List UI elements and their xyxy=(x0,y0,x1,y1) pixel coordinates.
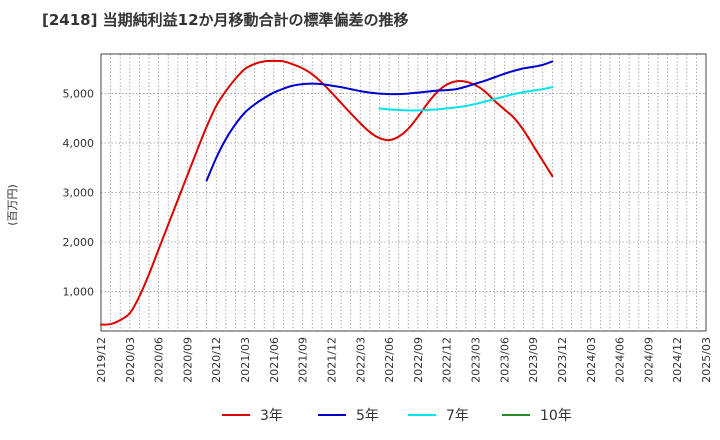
x-tick-label: 2021/09 xyxy=(297,337,310,383)
y-tick-label: 2,000 xyxy=(63,236,95,249)
legend-label-10年: 10年 xyxy=(540,408,572,424)
y-axis-ticks: 1,000 2,000 3,000 4,000 5,000 xyxy=(63,88,95,299)
chart-title: [2418] 当期純利益12か月移動合計の標準偏差の推移 xyxy=(42,11,409,29)
x-tick-label: 2024/06 xyxy=(614,337,627,383)
x-tick-label: 2021/03 xyxy=(239,337,252,383)
x-tick-label: 2025/03 xyxy=(700,337,713,383)
legend-label-3年: 3年 xyxy=(260,408,283,424)
y-tick-label: 1,000 xyxy=(63,285,95,298)
x-tick-label: 2020/12 xyxy=(210,337,223,383)
series-line-7年 xyxy=(378,86,554,112)
x-tick-label: 2021/12 xyxy=(325,337,338,383)
x-tick-label: 2023/09 xyxy=(527,337,540,383)
legend: 3年 5年 7年 10年 xyxy=(222,408,572,424)
y-tick-label: 3,000 xyxy=(63,187,95,200)
x-tick-label: 2023/03 xyxy=(470,337,483,383)
x-tick-label: 2021/06 xyxy=(268,337,281,383)
x-tick-label: 2020/06 xyxy=(153,337,166,383)
y-tick-label: 5,000 xyxy=(63,88,95,101)
legend-label-7年: 7年 xyxy=(446,408,469,424)
x-tick-label: 2024/03 xyxy=(585,337,598,383)
x-tick-label: 2023/12 xyxy=(556,337,569,383)
x-tick-label: 2022/03 xyxy=(354,337,367,383)
x-tick-label: 2020/03 xyxy=(124,337,137,383)
x-tick-label: 2019/12 xyxy=(95,337,108,383)
x-tick-label: 2020/09 xyxy=(181,337,194,383)
series-line-5年 xyxy=(205,60,554,182)
x-axis-ticks: 2019/12 2020/03 2020/06 2020/09 2020/12 2021/… xyxy=(95,337,713,383)
vertical-gridlines xyxy=(110,54,697,331)
y-tick-label: 4,000 xyxy=(63,137,95,150)
x-tick-label: 2022/06 xyxy=(383,337,396,383)
x-tick-label: 2024/09 xyxy=(642,337,655,383)
series-layer xyxy=(100,59,554,326)
x-tick-label: 2024/12 xyxy=(671,337,684,383)
x-tick-label: 2022/09 xyxy=(412,337,425,383)
plot-frame xyxy=(100,53,707,332)
series-line-3年 xyxy=(100,59,554,326)
y-axis-label: (百万円) xyxy=(6,184,19,226)
legend-label-5年: 5年 xyxy=(356,408,379,424)
x-tick-label: 2022/12 xyxy=(441,337,454,383)
x-tick-label: 2023/06 xyxy=(498,337,511,383)
